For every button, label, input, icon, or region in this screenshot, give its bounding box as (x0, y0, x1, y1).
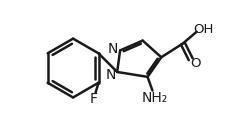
Text: N: N (108, 42, 118, 56)
Text: N: N (105, 68, 115, 82)
Text: O: O (190, 57, 201, 70)
Text: OH: OH (193, 23, 214, 36)
Text: F: F (90, 92, 98, 106)
Text: NH₂: NH₂ (141, 91, 168, 105)
